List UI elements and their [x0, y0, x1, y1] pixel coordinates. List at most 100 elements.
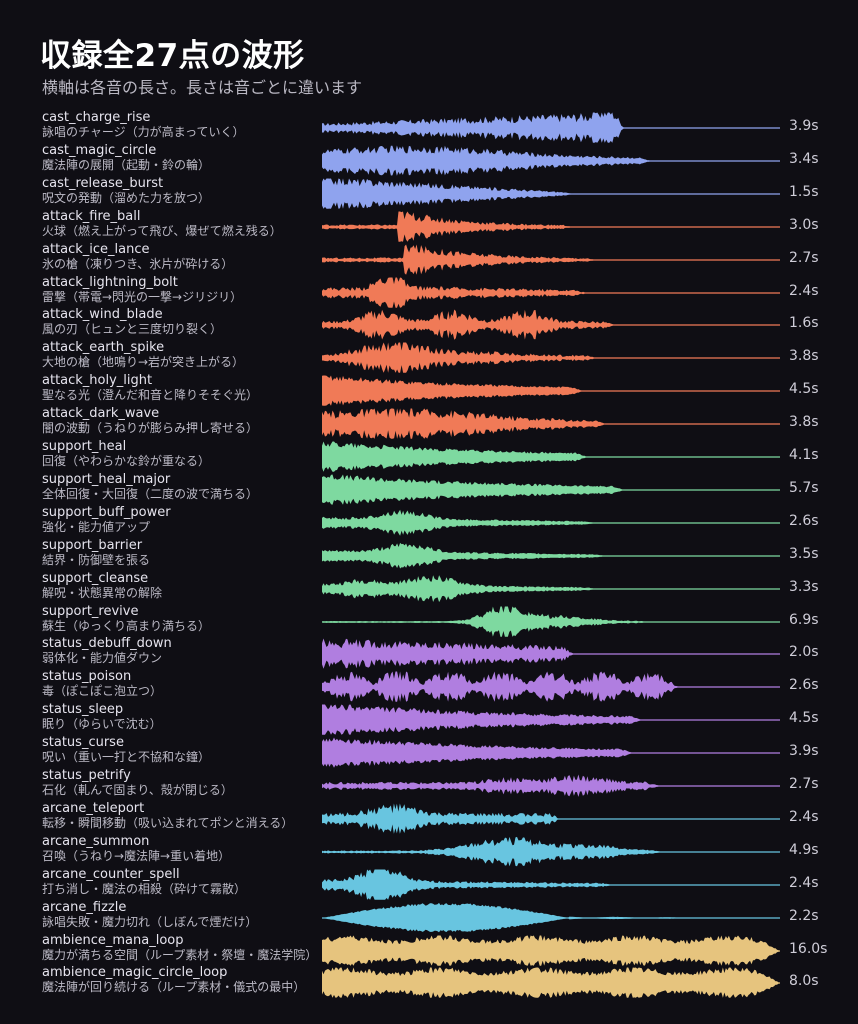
duration-label: 4.1s	[789, 447, 819, 463]
waveform-row-status-curse: status_curse 呪い（重い一打と不協和な鐘） 3.9s	[0, 735, 858, 768]
sound-description: 風の刃（ヒュンと三度切り裂く）	[42, 322, 223, 337]
duration-label: 2.0s	[789, 644, 819, 661]
waveform-row-ambience-mana-loop: ambience_mana_loop 魔力が満ちる空間（ループ素材・祭壇・魔法学院…	[0, 933, 858, 966]
sound-description: 詠唱のチャージ（力が高まっていく）	[42, 125, 245, 139]
waveform-plot	[322, 211, 780, 242]
duration-label: 2.4s	[789, 808, 819, 825]
waveform-row-cast-magic-circle: cast_magic_circle 魔法陣の展開（起動・鈴の輪） 3.4s	[0, 143, 858, 176]
waveform-plot	[322, 935, 780, 966]
waveform-shape	[322, 244, 597, 275]
sound-description: 魔力が満ちる空間（ループ素材・祭壇・魔法学院）	[42, 947, 318, 962]
sound-description: 火球（燃え上がって飛び、爆ぜて燃え残る）	[42, 223, 282, 238]
sound-description: 呪文の発動（溜めた力を放つ）	[42, 190, 211, 205]
waveform-shape	[322, 574, 597, 602]
waveform-shape	[322, 606, 652, 637]
waveform-row-attack-dark-wave: attack_dark_wave 闇の波動（うねりが膨らみ押し寄せる） 3.8s	[0, 406, 858, 439]
sound-description: 蘇生（ゆっくり高まり満ちる）	[42, 618, 211, 633]
duration-label: 2.2s	[789, 907, 819, 924]
sound-name: arcane_teleport	[42, 800, 145, 816]
duration-label: 4.5s	[789, 710, 819, 727]
duration-label: 5.7s	[789, 479, 819, 496]
sound-name: attack_wind_blade	[42, 307, 163, 323]
waveform-row-cast-release-burst: cast_release_burst 呪文の発動（溜めた力を放つ） 1.5s	[0, 176, 858, 209]
waveform-plot	[322, 509, 780, 536]
waveform-row-attack-lightning-bolt: attack_lightning_bolt 雷撃（帯電→閃光の一撃→ジリジリ） 2.…	[0, 275, 858, 308]
sound-description: 氷の槍（凍りつき、氷片が砕ける）	[42, 256, 234, 271]
waveform-shape	[322, 869, 616, 900]
waveform-plot	[322, 375, 780, 406]
waveform-shape	[322, 211, 574, 242]
duration-label: 16.0s	[789, 940, 828, 957]
duration-label: 6.9s	[789, 611, 819, 628]
sound-description: 魔法陣が回り続ける（ループ素材・儀式の最中）	[42, 980, 306, 995]
sound-description: 聖なる光（澄んだ和音と降りそそぐ光）	[42, 388, 259, 403]
sound-name: attack_dark_wave	[42, 406, 160, 422]
sound-name: ambience_mana_loop	[42, 932, 184, 948]
waveform-shape	[322, 375, 584, 406]
waveform-row-arcane-teleport: arcane_teleport 転移・瞬間移動（吸い込まれてポンと消える） 2.4s	[0, 801, 858, 834]
waveform-plot	[322, 309, 780, 341]
chart-title: 収録全27点の波形	[40, 38, 305, 74]
waveform-shape	[322, 309, 616, 341]
sound-name: cast_charge_rise	[42, 110, 151, 125]
waveform-plot	[322, 441, 780, 472]
waveform-shape	[322, 638, 574, 670]
waveform-row-support-cleanse: support_cleanse 解呪・状態異常の解除 3.3s	[0, 571, 858, 604]
waveform-row-support-barrier: support_barrier 結界・防御壁を張る 3.5s	[0, 538, 858, 571]
duration-label: 2.4s	[789, 282, 819, 299]
duration-label: 3.3s	[789, 578, 819, 595]
waveform-plot	[322, 574, 780, 602]
waveform-plot	[322, 474, 780, 505]
waveform-row-status-debuff-down: status_debuff_down 弱体化・能力値ダウン 2.0s	[0, 636, 858, 670]
sound-name: support_buff_power	[42, 504, 171, 520]
waveform-row-arcane-summon: arcane_summon 召喚（うねり→魔法陣→重い着地） 4.9s	[0, 834, 858, 867]
waveform-plot	[322, 902, 780, 932]
chart-subtitle: 横軸は各音の長さ。長さは音ごとに違います	[42, 78, 363, 97]
waveform-row-status-petrify: status_petrify 石化（軋んで固まり、殻が閉じる） 2.7s	[0, 768, 858, 801]
sound-name: arcane_counter_spell	[42, 866, 180, 882]
waveform-plot	[322, 638, 780, 670]
waveform-shape	[322, 542, 606, 569]
duration-label: 2.6s	[789, 677, 819, 694]
duration-label: 1.6s	[789, 315, 819, 332]
sound-name: support_revive	[42, 603, 139, 619]
waveform-shape	[322, 112, 625, 143]
waveform-plot	[322, 342, 780, 373]
sound-name: cast_release_burst	[42, 175, 164, 191]
sound-name: status_petrify	[42, 768, 131, 783]
waveform-plot	[322, 836, 780, 867]
sound-description: 結界・防御壁を張る	[42, 552, 151, 567]
waveform-row-attack-ice-lance: attack_ice_lance 氷の槍（凍りつき、氷片が砕ける） 2.7s	[0, 242, 858, 275]
waveform-shape	[322, 671, 680, 702]
sound-name: support_heal	[42, 439, 127, 454]
waveform-plot	[322, 112, 780, 143]
sound-description: 弱体化・能力値ダウン	[42, 651, 163, 666]
sound-description: 転移・瞬間移動（吸い込まれてポンと消える）	[42, 815, 294, 830]
waveform-plot	[322, 408, 780, 439]
sound-description: 雷撃（帯電→閃光の一撃→ジリジリ）	[42, 289, 243, 304]
duration-label: 8.0s	[789, 973, 819, 990]
sound-description: 眠り（ゆらいで沈む）	[42, 717, 162, 732]
waveform-row-support-buff-power: support_buff_power 強化・能力値アップ 2.6s	[0, 505, 858, 538]
waveform-row-support-heal-major: support_heal_major 全体回復・大回復（二度の波で満ちる） 5.7s	[0, 472, 858, 505]
duration-label: 3.0s	[789, 216, 819, 233]
waveform-plot	[322, 178, 780, 209]
waveform-row-cast-charge-rise: cast_charge_rise 詠唱のチャージ（力が高まっていく） 3.9s	[0, 110, 858, 143]
sound-description: 詠唱失敗・魔力切れ（しぼんで煙だけ）	[42, 914, 258, 929]
waveform-plot	[322, 869, 780, 900]
sound-description: 魔法陣の展開（起動・鈴の輪）	[42, 157, 211, 172]
waveform-row-support-heal: support_heal 回復（やわらかな鈴が重なる） 4.1s	[0, 439, 858, 472]
sound-description: 大地の槍（地鳴り→岩が突き上がる）	[42, 355, 245, 370]
sound-name: status_curse	[42, 735, 124, 751]
waveform-plot	[322, 671, 780, 702]
sound-name: attack_holy_light	[42, 373, 153, 389]
sound-name: status_sleep	[42, 702, 124, 718]
sound-name: cast_magic_circle	[42, 142, 157, 158]
waveform-row-attack-fire-ball: attack_fire_ball 火球（燃え上がって飛び、爆ぜて燃え残る） 3.0s	[0, 209, 858, 242]
waveform-plot	[322, 542, 780, 569]
waveform-shape	[322, 178, 574, 209]
duration-label: 4.9s	[789, 841, 819, 858]
sound-description: 強化・能力値アップ	[42, 519, 151, 534]
duration-label: 2.7s	[789, 249, 819, 266]
waveform-plot	[322, 737, 780, 768]
